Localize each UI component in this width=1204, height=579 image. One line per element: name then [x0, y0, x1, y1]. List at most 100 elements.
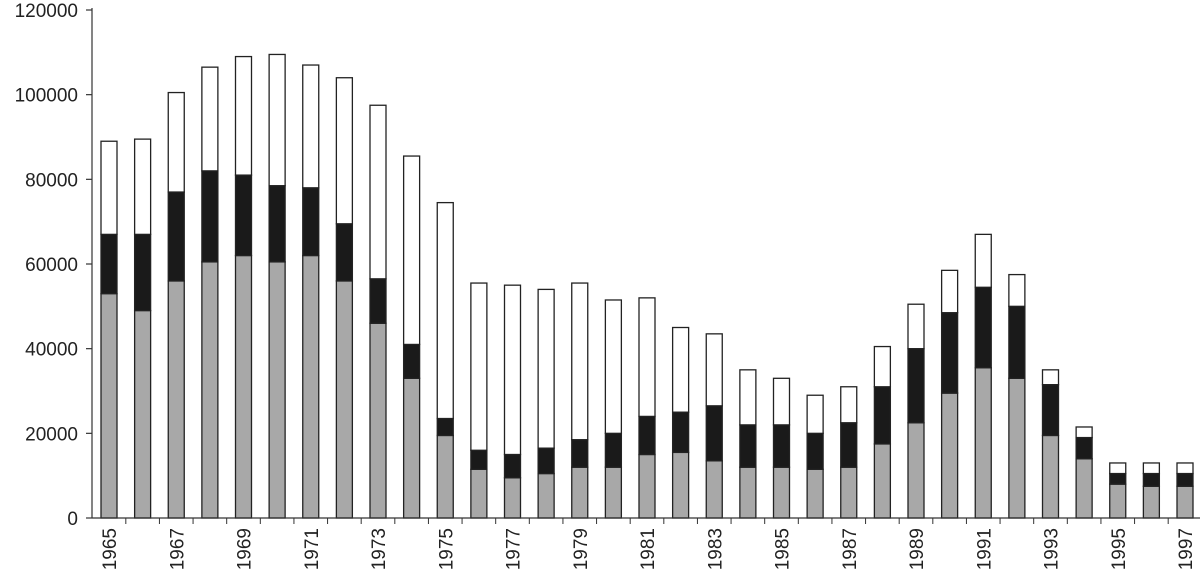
bar-segment-1992-s2	[1008, 305, 1026, 379]
bar-segment-1976-s2	[470, 449, 488, 470]
bar-segment-1993-s1	[1041, 434, 1060, 519]
bar-stack-1974	[402, 155, 421, 519]
bar-segment-1978-s3	[537, 288, 555, 449]
bar-stack-1995	[1109, 462, 1127, 519]
bar-segment-1991-s2	[974, 286, 992, 369]
bar-segment-1973-s1	[369, 322, 387, 519]
bar-segment-1967-s2	[167, 191, 185, 282]
bar-stack-1990	[940, 269, 959, 519]
bar-segment-1981-s1	[638, 453, 656, 519]
bar-stack-1973	[369, 104, 387, 519]
bar-segment-1968-s1	[201, 261, 219, 519]
bar-segment-1966-s2	[133, 233, 152, 312]
bar-stack-1987	[840, 386, 858, 519]
bar-stack-1969	[234, 55, 253, 519]
bar-segment-1979-s2	[571, 439, 589, 468]
bar-segment-1976-s1	[470, 468, 488, 519]
x-tick-label: 1981	[638, 528, 659, 570]
bar-segment-1990-s2	[940, 312, 959, 394]
bar-segment-1991-s1	[974, 367, 992, 519]
bar-stack-1981	[638, 297, 656, 519]
bar-stack-1972	[335, 77, 354, 519]
bar-stack-1997	[1176, 462, 1194, 519]
bar-segment-1980-s1	[604, 466, 623, 519]
bar-stack-1996	[1142, 462, 1161, 519]
bar-segment-1986-s3	[806, 394, 824, 434]
y-tick-label: 60000	[25, 255, 78, 276]
bar-segment-1988-s2	[873, 386, 892, 445]
bar-segment-1984-s3	[739, 369, 757, 426]
bar-segment-1997-s2	[1176, 472, 1194, 487]
bar-stack-1971	[302, 64, 320, 519]
bar-stack-1965	[100, 140, 118, 519]
x-tick-label: 1993	[1042, 528, 1063, 570]
y-tick-label: 80000	[25, 170, 78, 191]
bar-segment-1971-s2	[302, 187, 320, 257]
bar-segment-1985-s2	[772, 424, 791, 468]
bar-segment-1977-s2	[503, 453, 522, 479]
bar-segment-1977-s3	[503, 284, 522, 456]
y-tick-label: 0	[67, 509, 78, 530]
bar-segment-1966-s1	[133, 309, 152, 519]
bar-stack-1989	[907, 303, 925, 519]
bar-segment-1985-s1	[772, 466, 791, 519]
bar-segment-1971-s3	[302, 64, 320, 189]
bar-segment-1989-s2	[907, 348, 925, 424]
x-tick-label: 1995	[1109, 528, 1130, 570]
bar-segment-1969-s1	[234, 254, 253, 519]
bar-segment-1986-s2	[806, 432, 824, 470]
bar-segment-1989-s3	[907, 303, 925, 350]
bar-segment-1982-s3	[671, 326, 690, 413]
bar-segment-1995-s3	[1109, 462, 1127, 475]
bar-segment-1971-s1	[302, 254, 320, 519]
x-tick-label: 1985	[773, 528, 794, 570]
bar-segment-1992-s3	[1008, 273, 1026, 307]
x-tick-label: 1983	[705, 528, 726, 570]
bar-segment-1996-s1	[1142, 485, 1161, 519]
bar-segment-1985-s3	[772, 377, 791, 426]
bar-segment-1987-s3	[840, 386, 858, 424]
bar-segment-1970-s3	[268, 53, 286, 187]
bar-segment-1968-s3	[201, 66, 219, 172]
bar-segment-1993-s3	[1041, 369, 1060, 386]
bar-segment-1990-s1	[940, 392, 959, 519]
bar-segment-1994-s3	[1075, 426, 1093, 439]
x-tick-label: 1977	[504, 528, 525, 570]
bar-segment-1988-s1	[873, 443, 892, 519]
bar-segment-1984-s1	[739, 466, 757, 519]
x-tick-label: 1979	[571, 528, 592, 570]
bar-stack-1976	[470, 282, 488, 519]
bar-segment-1976-s3	[470, 282, 488, 451]
bar-stack-1978	[537, 288, 555, 519]
bar-stack-1970	[268, 53, 286, 519]
bar-stack-1991	[974, 233, 992, 519]
x-tick-label: 1973	[369, 528, 390, 570]
bar-segment-1992-s1	[1008, 377, 1026, 519]
bar-segment-1981-s2	[638, 415, 656, 456]
bar-segment-1972-s2	[335, 223, 354, 282]
y-tick-label: 100000	[15, 86, 78, 107]
bar-segment-1967-s3	[167, 91, 185, 193]
x-tick-label: 1965	[100, 528, 121, 570]
bar-segment-1983-s1	[705, 460, 723, 519]
y-axis: 0 20000 40000 60000 80000 100000 120000	[15, 1, 93, 530]
bar-segment-1972-s1	[335, 280, 354, 519]
bar-stack-1994	[1075, 426, 1093, 519]
bar-segment-1965-s3	[100, 140, 118, 236]
bar-segment-1994-s1	[1075, 458, 1093, 519]
y-tick-label: 120000	[15, 1, 78, 22]
bar-segment-1968-s2	[201, 170, 219, 263]
bar-stack-1980	[604, 299, 623, 519]
bar-segment-1996-s2	[1142, 472, 1161, 487]
bar-segment-1973-s2	[369, 278, 387, 324]
bar-segment-1979-s3	[571, 282, 589, 441]
bar-segment-1987-s1	[840, 466, 858, 519]
bar-segment-1978-s1	[537, 472, 555, 519]
bar-segment-1981-s3	[638, 297, 656, 418]
bar-segment-1970-s1	[268, 261, 286, 519]
bar-segment-1983-s3	[705, 333, 723, 407]
x-tick-label: 1971	[302, 528, 323, 570]
bar-segment-1980-s2	[604, 432, 623, 468]
bar-stack-1979	[571, 282, 589, 519]
